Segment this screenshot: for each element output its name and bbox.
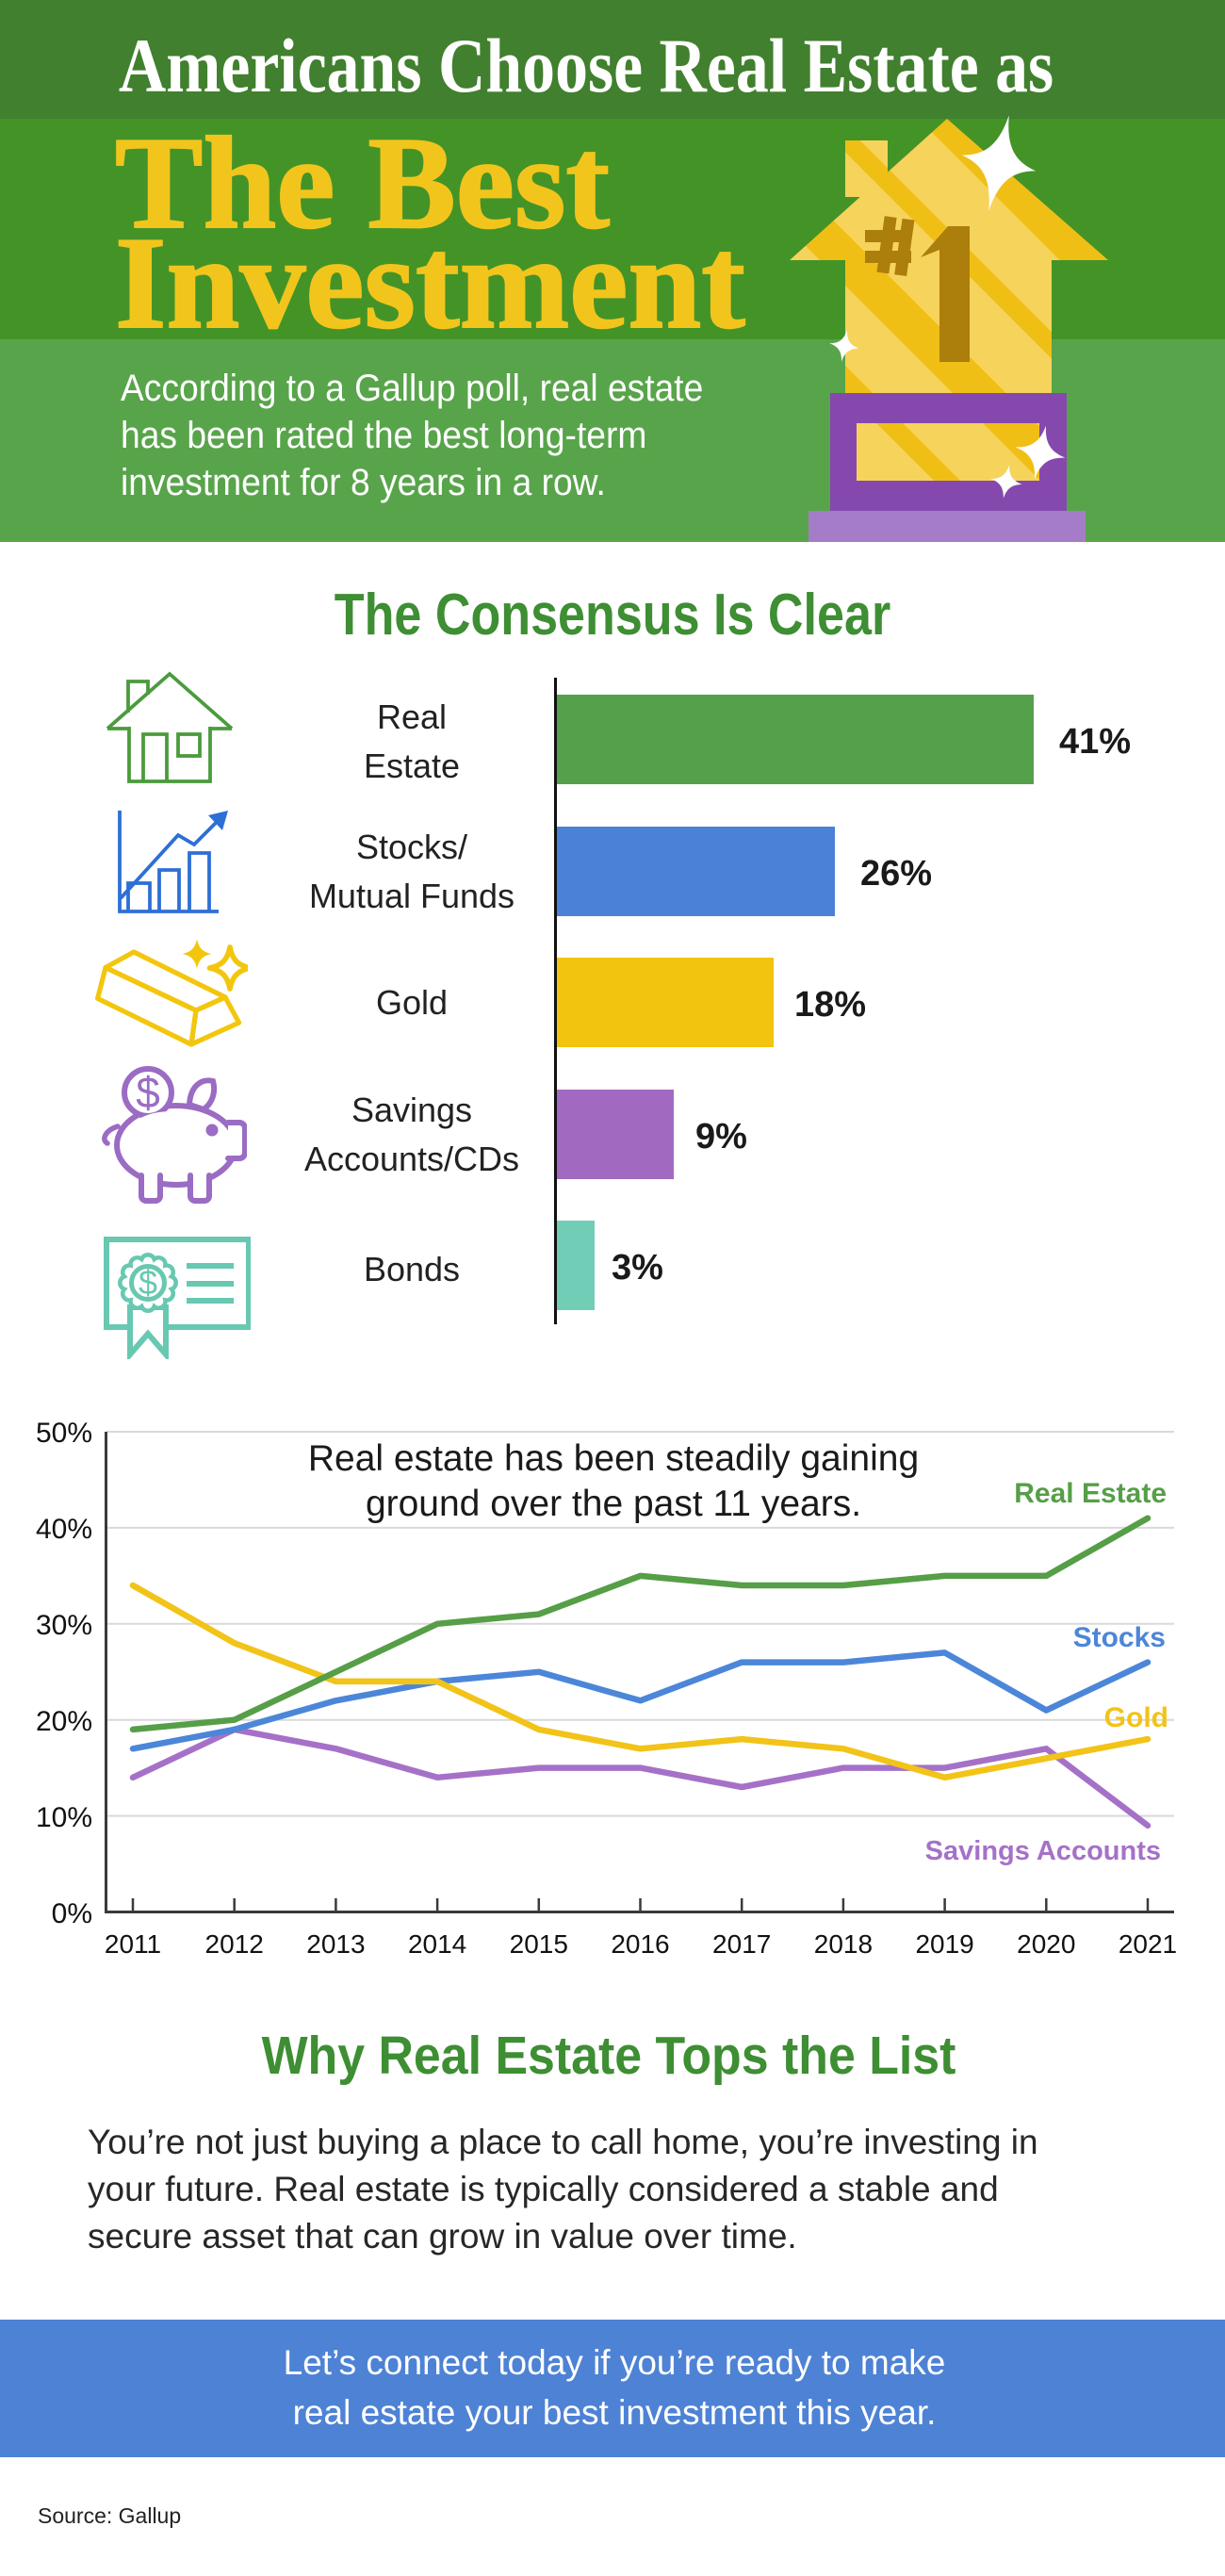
svg-text:Real Estate: Real Estate [1014, 1478, 1167, 1509]
svg-text:2020: 2020 [1017, 1929, 1075, 1959]
svg-text:Gold: Gold [1104, 1702, 1168, 1733]
svg-text:Real estate has been steadily: Real estate has been steadily gaining [308, 1438, 919, 1479]
svg-text:2017: 2017 [712, 1929, 771, 1959]
svg-text:40%: 40% [36, 1514, 92, 1545]
svg-text:Stocks: Stocks [1073, 1622, 1166, 1653]
svg-text:20%: 20% [36, 1706, 92, 1737]
svg-text:$: $ [136, 1068, 160, 1117]
svg-text:2012: 2012 [205, 1929, 264, 1959]
svg-text:50%: 50% [36, 1418, 92, 1449]
svg-text:2019: 2019 [915, 1929, 973, 1959]
svg-text:2021: 2021 [1119, 1929, 1177, 1959]
svg-text:2018: 2018 [814, 1929, 873, 1959]
svg-text:ground over the past 11 years.: ground over the past 11 years. [366, 1484, 861, 1524]
svg-text:$: $ [139, 1263, 157, 1302]
svg-text:0%: 0% [52, 1898, 92, 1929]
svg-text:30%: 30% [36, 1610, 92, 1641]
svg-text:2011: 2011 [105, 1929, 161, 1959]
svg-text:2016: 2016 [611, 1929, 669, 1959]
svg-text:2013: 2013 [306, 1929, 365, 1959]
svg-text:2015: 2015 [510, 1929, 568, 1959]
svg-text:10%: 10% [36, 1802, 92, 1833]
svg-text:2014: 2014 [408, 1929, 466, 1959]
svg-text:Savings Accounts: Savings Accounts [925, 1836, 1161, 1866]
